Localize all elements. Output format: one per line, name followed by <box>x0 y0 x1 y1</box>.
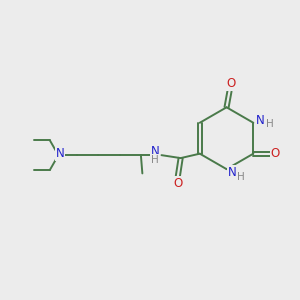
Text: O: O <box>173 177 182 190</box>
Text: O: O <box>271 147 280 160</box>
Text: H: H <box>266 119 273 129</box>
Text: N: N <box>228 166 237 178</box>
Text: N: N <box>255 114 264 127</box>
Text: O: O <box>226 77 236 90</box>
Text: N: N <box>151 145 159 158</box>
Text: N: N <box>56 147 64 160</box>
Text: H: H <box>237 172 245 182</box>
Text: H: H <box>151 154 159 165</box>
